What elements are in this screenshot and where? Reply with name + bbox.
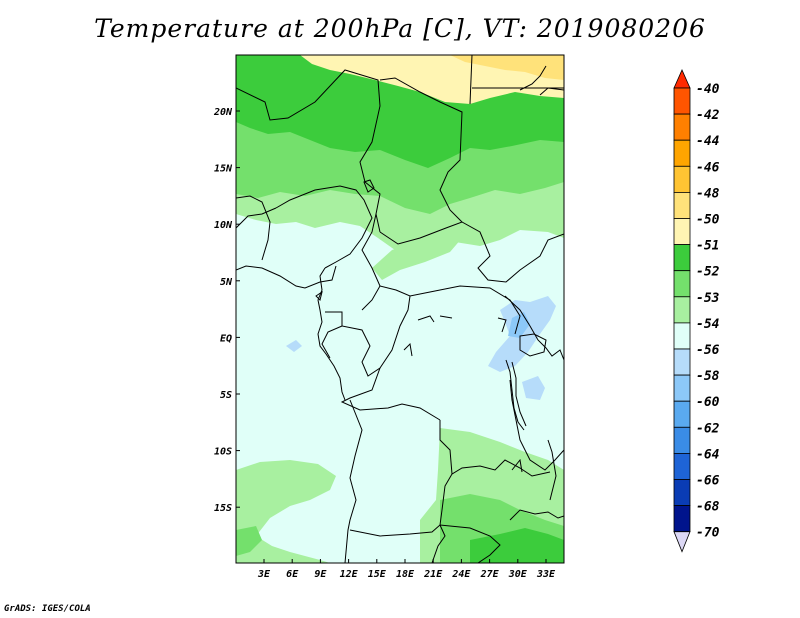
colorbar-label: -42 [696,108,720,123]
boundary-nigeria [275,185,373,269]
boundary-east-africa [504,295,564,361]
x-tick-label: 30E [508,569,528,580]
colorbar-swatch [673,244,691,272]
colorbar-swatch [673,191,691,219]
colorbar-swatch [673,426,691,454]
boundary-drc-angola [439,420,551,477]
colorbar-bottom-arrow [673,531,691,553]
colorbar-label: -46 [696,160,720,175]
boundary-drc [340,367,441,421]
colorbar-swatch [673,139,691,167]
colorbar-label: -54 [696,317,720,332]
colorbar-swatch [673,505,691,533]
colorbar-swatch [673,87,691,115]
x-tick-label: 33E [536,569,556,580]
colorbar: -40 -42 -44 -46 -48 -50 -51 -52 -53 -54 -56 -58 -60 -… [673,69,720,553]
boundary-sudan [469,55,564,105]
x-tick-label: 15E [368,569,387,580]
colorbar-label: -51 [696,239,719,254]
field-band-south-51 [470,528,564,563]
colorbar-label: -58 [696,369,720,384]
colorbar-swatch [673,400,691,428]
colorbar-swatch [673,165,691,193]
colorbar-label: -70 [696,526,720,541]
colorbar-swatch [673,374,691,402]
field-patch-56-west [286,340,302,352]
plot-frame [235,54,565,564]
colorbar-label: -60 [696,395,720,410]
colorbar-label: -68 [696,500,720,515]
boundary-angola [344,399,363,563]
colorbar-swatch [673,113,691,141]
colorbar-label: -48 [696,186,720,201]
boundary-coastline [236,265,337,289]
colorbar-swatch [673,322,691,350]
y-tick-label: 15N [214,164,233,175]
boundary-north [236,69,381,233]
x-tick-label: 18E [396,569,415,580]
y-tick-label: 15S [214,503,232,514]
y-axis: 20N 15N 10N 5N EQ 5S 10S 15S [213,107,240,514]
colorbar-label: -44 [696,134,720,149]
temperature-field [236,55,564,563]
x-axis: 3E 6E 9E 12E 15E 18E 21E 24E 27E 30E 33E [257,559,556,580]
x-tick-label: 27E [480,569,500,580]
colorbar-swatch [673,348,691,376]
colorbar-label: -53 [696,291,720,306]
boundary-gabon [321,325,343,359]
y-tick-label: 5S [220,390,232,401]
y-tick-label: 10S [214,447,232,458]
colorbar-label: -66 [696,474,720,489]
field-patch-56-east [522,376,545,400]
x-tick-label: 3E [257,569,271,580]
colorbar-label: -50 [696,213,720,228]
x-tick-label: 21E [423,569,443,580]
boundary-car-north [379,221,564,283]
colorbar-label: -52 [696,265,720,280]
boundary-cameroon [361,213,381,311]
x-tick-label: 6E [286,569,299,580]
boundary-benin [236,207,277,229]
colorbar-swatch [673,270,691,298]
colorbar-swatch [673,479,691,507]
field-patch-58 [508,312,530,338]
boundary-lake-victoria [519,333,547,357]
boundary-lake-chad [363,179,375,193]
boundary-congo-gabon [325,295,411,377]
x-tick-label: 12E [340,569,359,580]
colorbar-label: -62 [696,421,720,436]
boundary-lakes-small [315,290,523,473]
field-band-north-48 [450,55,564,80]
country-boundaries [236,55,564,563]
field-band-tongue-53 [372,232,462,280]
colorbar-label: -64 [696,447,720,462]
boundary-coast-west [317,267,346,401]
boundary-eritrea [519,65,547,91]
y-tick-label: 5N [220,277,233,288]
boundary-lake-tanganyika [505,359,527,431]
colorbar-top-arrow [673,69,691,89]
credit-text: GrADS: IGES/COLA [4,604,91,614]
y-tick-label: 20N [213,107,233,118]
map-title: Temperature at 200hPa [C], VT: 201908020… [94,14,706,43]
boundary-malawi [509,509,564,521]
field-band-south-53-west [236,536,330,563]
boundary-mozambique [547,439,557,501]
y-tick-label: EQ [220,333,232,344]
boundary-zambia-east [349,524,501,563]
x-tick-label: 9E [314,569,327,580]
colorbar-swatch [673,218,691,246]
boundary-niger-chad [379,77,463,223]
colorbar-swatch [673,296,691,324]
field-band-south-53 [236,460,336,540]
colorbar-label: -40 [696,82,720,97]
field-patch-south-52-west [236,526,262,556]
boundary-car-south [379,285,521,335]
colorbar-swatch [673,452,691,480]
x-tick-label: 24E [451,569,471,580]
colorbar-label: -56 [696,343,720,358]
y-tick-label: 10N [214,220,233,231]
